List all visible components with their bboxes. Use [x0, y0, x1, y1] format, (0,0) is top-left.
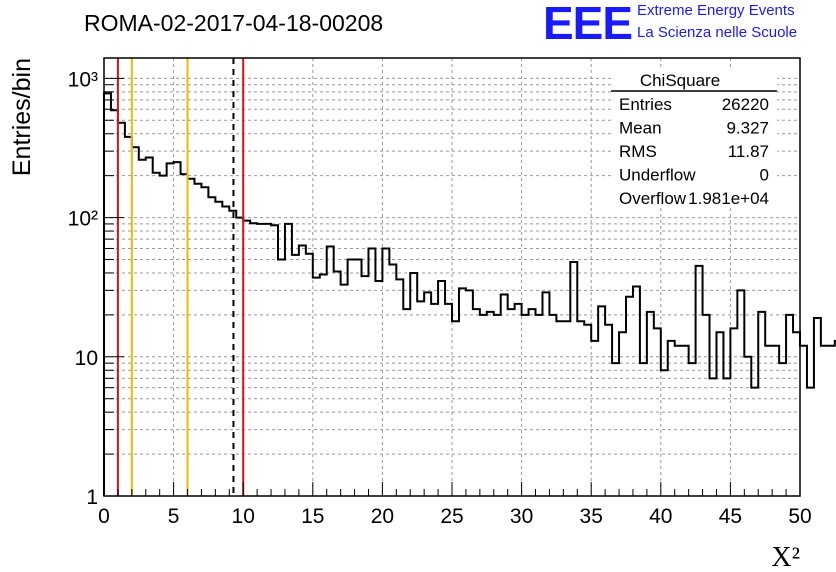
y-axis-label: Entries/bin: [8, 58, 36, 176]
stats-value: 9.327: [726, 119, 769, 138]
run-title: ROMA-02-2017-04-18-00208: [84, 10, 384, 36]
stats-label: Entries: [619, 95, 672, 114]
stats-label: RMS: [619, 142, 657, 161]
stats-value: 0: [760, 166, 769, 185]
x-tick-label: 25: [440, 505, 463, 528]
x-tick-label: 5: [168, 505, 180, 528]
stats-label: Mean: [619, 119, 662, 138]
stats-label: Overflow: [619, 189, 687, 208]
x-tick-label: 15: [301, 505, 324, 528]
x-tick-label: 30: [510, 505, 533, 528]
stats-box-title: ChiSquare: [640, 71, 720, 90]
x-tick-label: 10: [232, 505, 255, 528]
eee-logo: EEE: [543, 0, 633, 49]
x-tick-label: 45: [719, 505, 742, 528]
y-tick-label: 10²: [68, 208, 98, 231]
stats-value: 26220: [722, 95, 769, 114]
histogram-series: [103, 92, 836, 496]
y-tick-label: 10³: [68, 68, 98, 91]
x-tick-label: 0: [98, 505, 110, 528]
x-tick-label: 40: [649, 505, 672, 528]
x-tick-label: 20: [371, 505, 394, 528]
x-axis-label: X²: [771, 542, 800, 572]
eee-logo-line1: Extreme Energy Events: [637, 2, 795, 19]
y-tick-label: 1: [86, 486, 98, 509]
eee-logo-line2: La Scienza nelle Scuole: [637, 24, 798, 41]
stats-value: 11.87: [728, 142, 769, 161]
x-tick-label: 50: [788, 505, 811, 528]
stats-label: Underflow: [619, 166, 696, 185]
y-tick-label: 10: [75, 347, 98, 370]
stats-value: 1.981e+04: [688, 189, 769, 208]
x-tick-label: 35: [580, 505, 603, 528]
